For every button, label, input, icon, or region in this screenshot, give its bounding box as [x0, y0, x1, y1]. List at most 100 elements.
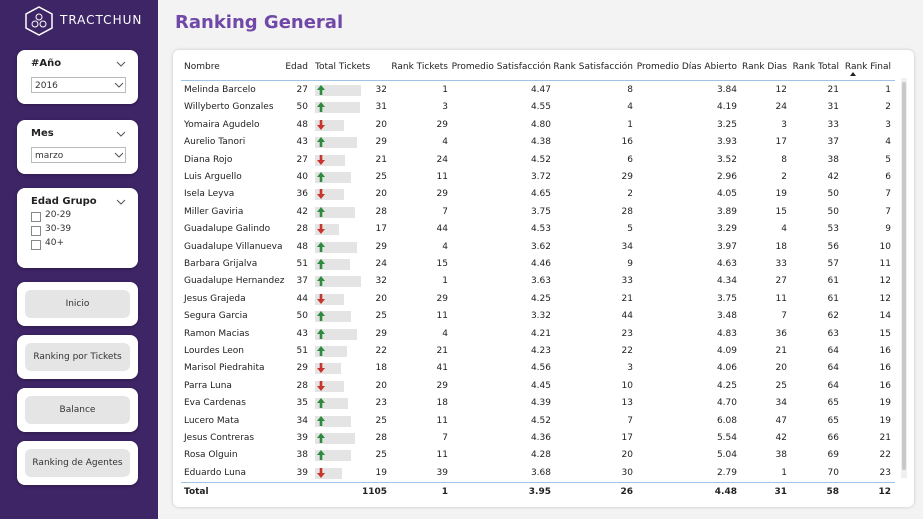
cell: 2 [781, 172, 787, 182]
cell: 3.93 [716, 137, 737, 148]
cell: 64 [827, 363, 839, 374]
cell: 39 [296, 467, 308, 478]
cell: 4.55 [530, 102, 551, 113]
cell: 4.34 [716, 276, 737, 287]
trend-down-arrow [317, 224, 325, 235]
nav-button[interactable]: Balance [25, 396, 130, 424]
data-bar [315, 398, 349, 410]
cell: 29 [436, 293, 448, 304]
data-bar [315, 259, 350, 270]
cell: 4.38 [530, 137, 551, 148]
cell: 50 [296, 311, 308, 322]
column-header: Rank Tickets [391, 62, 448, 72]
checkbox[interactable] [31, 226, 41, 236]
button-card: Balance [17, 388, 138, 432]
cell: 48 [296, 241, 308, 252]
total-cell: 4.48 [714, 487, 737, 497]
cell: 3.48 [716, 311, 737, 322]
filter-card: Edad Grupo 20-29 30-39 40+ [17, 188, 138, 268]
cell: 65 [827, 415, 839, 426]
cell: 27 [296, 85, 308, 95]
cell: 28 [621, 206, 633, 217]
cell: 18 [436, 398, 448, 409]
trend-down-arrow [317, 363, 325, 374]
cell: Luis Arguello [184, 172, 242, 182]
cell: 1 [781, 467, 787, 478]
nav-button[interactable]: Ranking por Tickets [25, 343, 130, 371]
scrollbar-thumb[interactable] [902, 82, 906, 470]
cell: 3.62 [530, 241, 551, 252]
trend-up-arrow [317, 241, 325, 252]
cell: 3.89 [716, 206, 737, 217]
cell: 25 [375, 415, 387, 426]
column-header: Total Tickets [315, 62, 371, 72]
cell: Miller Gaviria [184, 206, 244, 217]
cell: 3.68 [530, 467, 551, 478]
cell: 51 [296, 346, 308, 356]
cell: 8 [627, 85, 633, 95]
cell: 47 [775, 415, 787, 426]
cell: 22 [621, 346, 633, 356]
cell: 44 [296, 293, 308, 304]
nav-button[interactable]: Ranking de Agentes [25, 449, 130, 477]
trend-up-arrow [317, 346, 325, 356]
cell: 53 [827, 224, 839, 235]
cell: 29 [296, 363, 308, 374]
cell: 11 [436, 172, 448, 182]
cell: 29 [375, 328, 387, 339]
dropdown[interactable]: 2016 [31, 77, 126, 93]
cell: 19 [775, 189, 787, 200]
cell: 11 [436, 450, 448, 461]
chevron [114, 82, 124, 88]
data-bar [315, 189, 344, 201]
dropdown[interactable]: marzo [31, 147, 126, 163]
cell: 10 [621, 380, 633, 391]
cell: 3.32 [530, 311, 551, 322]
cell: 5.54 [716, 433, 737, 443]
button-card: Ranking de Agentes [17, 441, 138, 485]
checkbox[interactable] [31, 240, 41, 250]
cell: Lucero Mata [184, 415, 240, 426]
cell: 6 [885, 172, 891, 182]
nav-button[interactable]: Inicio [25, 290, 130, 318]
cell: 16 [621, 137, 633, 148]
cell: 3.29 [716, 224, 737, 235]
checkbox-label: 30-39 [45, 224, 72, 234]
cell: 33 [827, 119, 839, 130]
cell: 31 [827, 102, 839, 113]
cell: 23 [375, 398, 387, 409]
cell: 4 [781, 224, 787, 235]
cell: 4 [442, 241, 448, 252]
trend-up-arrow [317, 433, 325, 443]
cell: 20 [375, 189, 387, 200]
filter-label: Edad Grupo [31, 196, 97, 207]
cell: 3.84 [716, 85, 737, 95]
cell: 21 [879, 433, 891, 443]
column-header: Promedio Satisfacción [451, 62, 551, 72]
cell: 21 [827, 85, 839, 95]
cell: 20 [621, 450, 633, 461]
cell: 20 [375, 119, 387, 130]
cell: 4 [885, 137, 891, 148]
cell: Aurelio Tanori [184, 137, 246, 148]
cell: Yomaira Agudelo [184, 119, 260, 130]
cell: 16 [879, 363, 891, 374]
cell: 25 [375, 172, 387, 182]
checkbox[interactable] [31, 212, 41, 222]
cell: Guadalupe Hernandez [184, 276, 285, 287]
checkbox-label: 40+ [45, 238, 64, 248]
cell: 21 [375, 154, 387, 165]
cell: 21 [621, 293, 633, 304]
cell: 25 [375, 311, 387, 322]
data-bar [315, 154, 346, 166]
cell: 42 [775, 433, 787, 443]
cell: 3 [781, 119, 787, 130]
cell: 4.05 [716, 189, 737, 200]
column-header: Rank Total [792, 62, 839, 72]
cell: 4 [442, 328, 448, 339]
cell: 15 [775, 206, 787, 217]
data-bar [315, 415, 351, 427]
cell: 6.08 [716, 415, 737, 426]
total-cell: 12 [878, 487, 891, 497]
trend-up-arrow [317, 415, 325, 426]
